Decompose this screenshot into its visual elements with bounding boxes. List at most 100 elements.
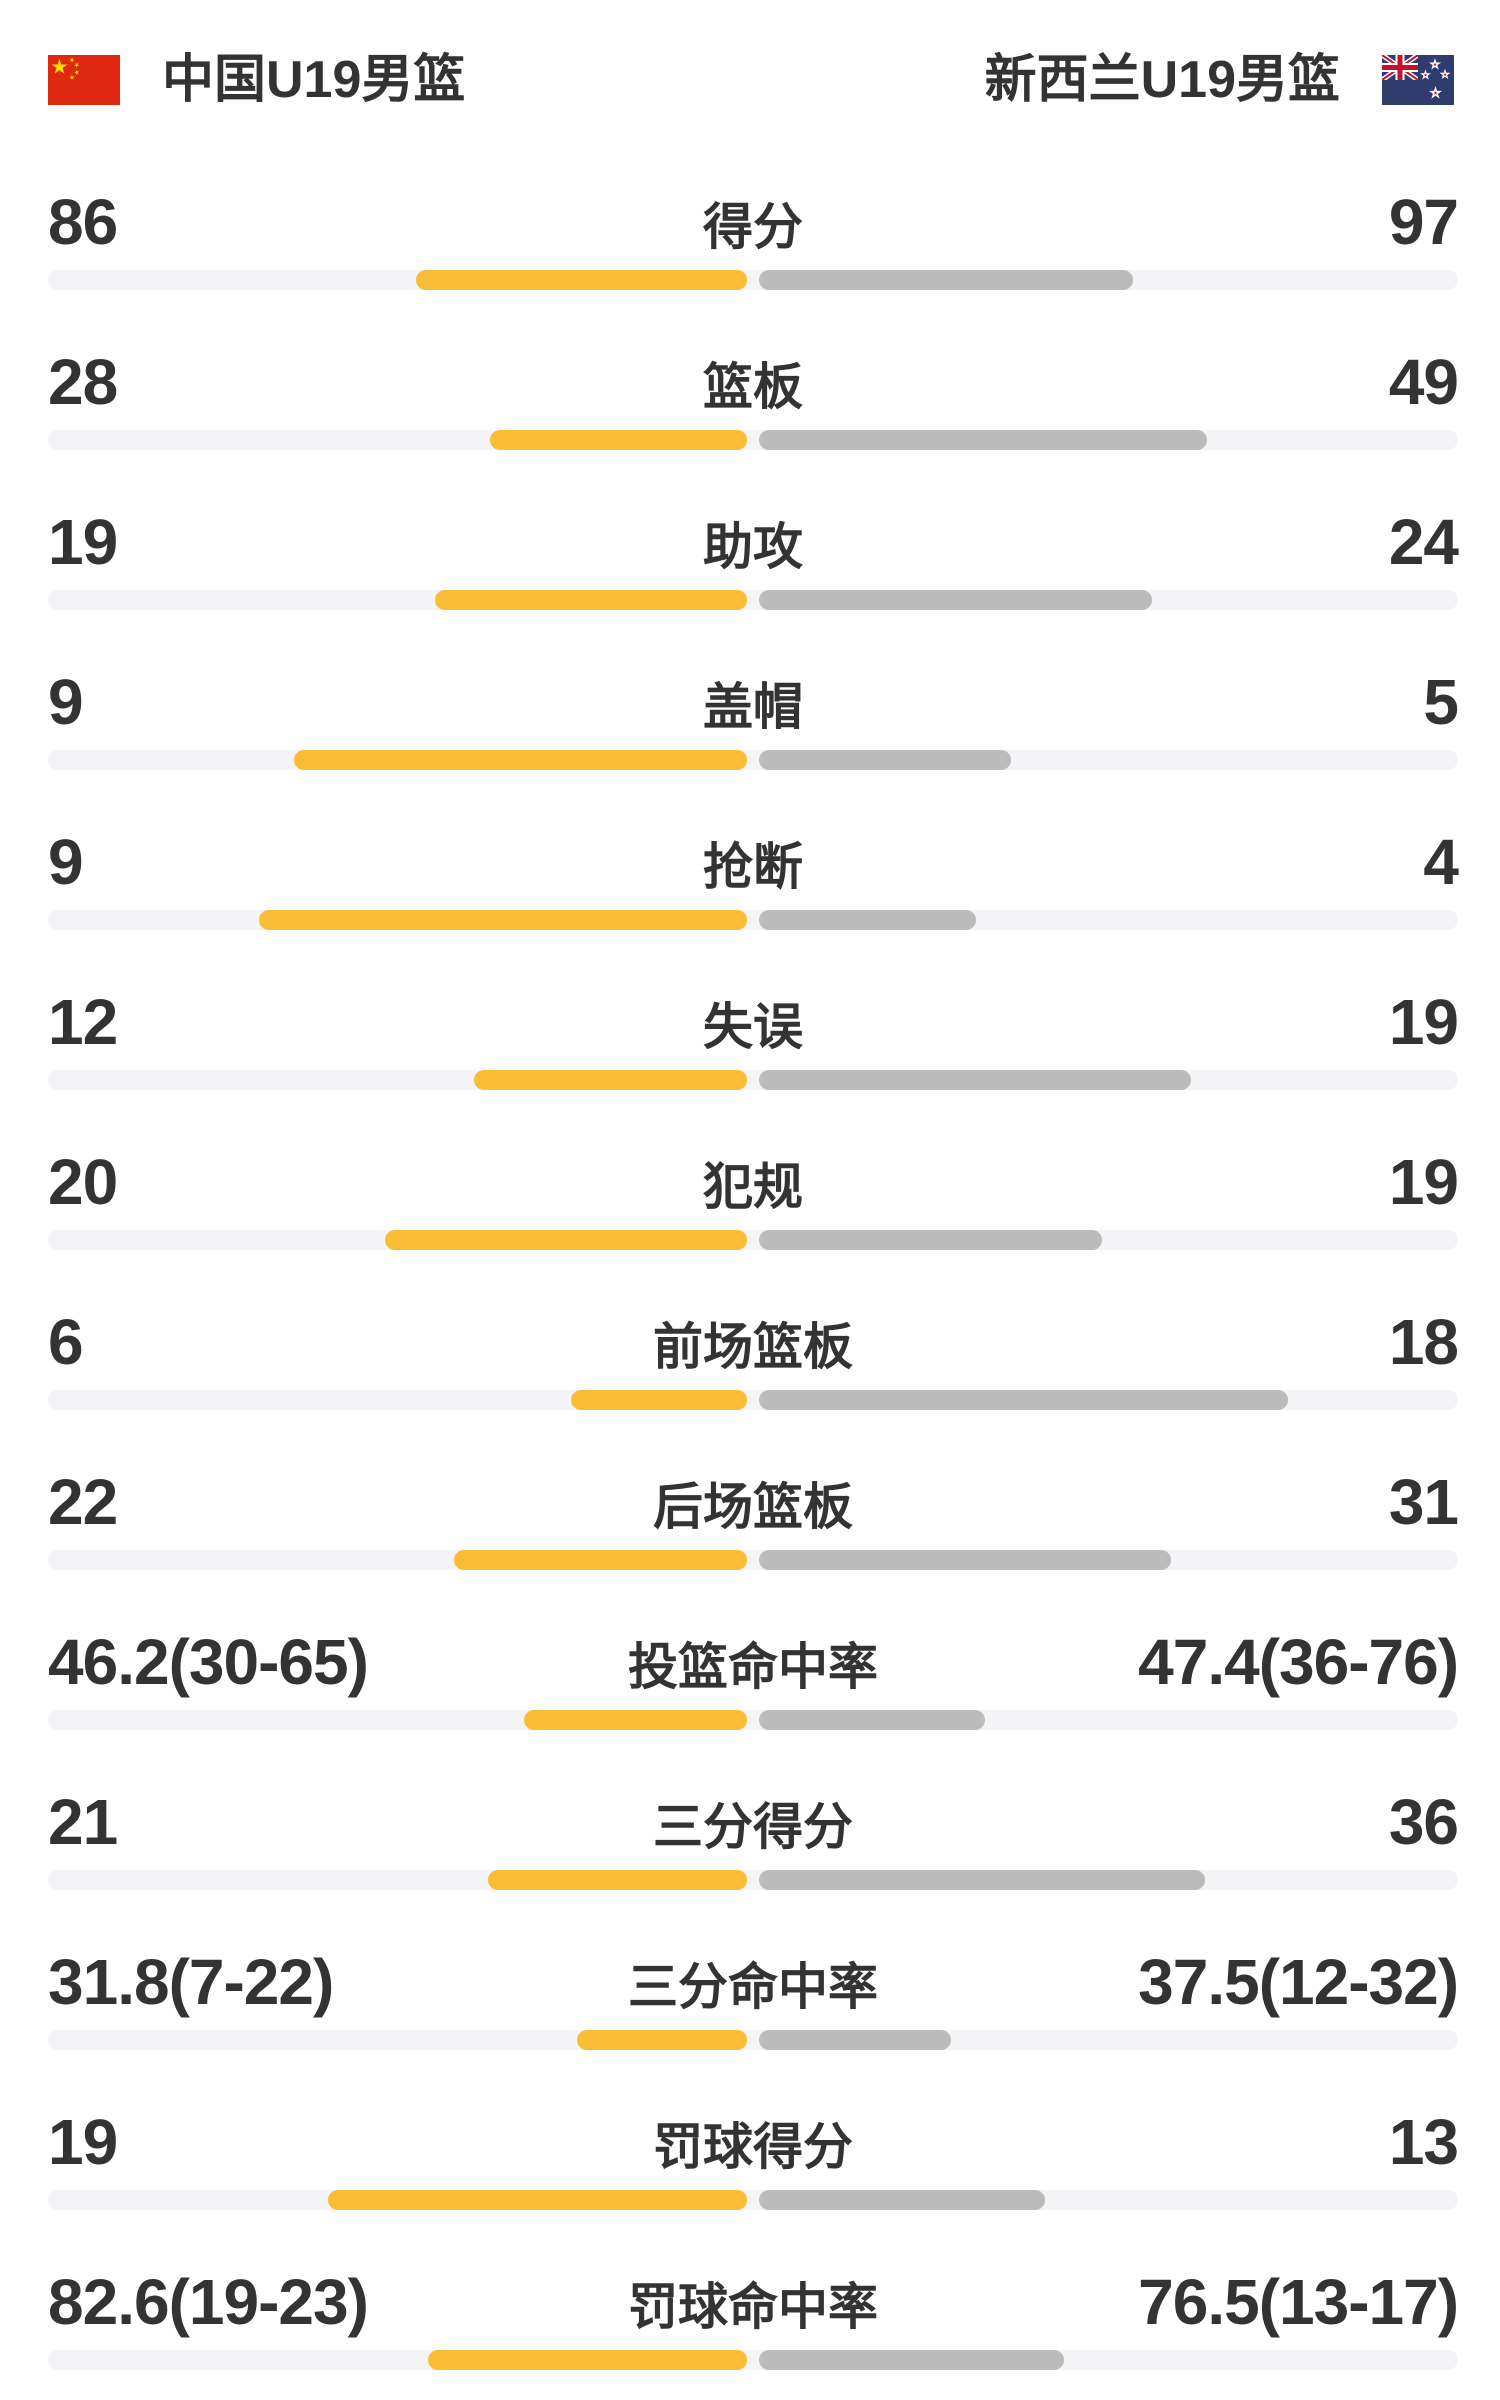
stat-label: 篮板 bbox=[703, 359, 803, 415]
stat-label: 罚球得分 bbox=[653, 2119, 853, 2175]
home-value: 6 bbox=[48, 1306, 84, 1378]
home-value: 21 bbox=[48, 1786, 118, 1858]
stat-bar-track bbox=[48, 1230, 1458, 1250]
stat-values-line: 46.2(30-65) 投篮命中率 47.4(36-76) bbox=[48, 1626, 1459, 1698]
stat-bar-track bbox=[48, 1390, 1458, 1410]
home-value: 20 bbox=[48, 1146, 118, 1218]
away-bar bbox=[759, 750, 1011, 770]
away-team: 新西兰U19男篮 bbox=[984, 51, 1454, 109]
home-value: 19 bbox=[48, 2106, 118, 2178]
away-value: 5 bbox=[1423, 666, 1459, 738]
home-bar bbox=[385, 1230, 747, 1250]
home-value: 31.8(7-22) bbox=[48, 1946, 334, 2018]
home-bar bbox=[490, 430, 747, 450]
home-bar bbox=[577, 2030, 747, 2050]
away-value: 31 bbox=[1388, 1466, 1459, 1538]
away-team-name: 新西兰U19男篮 bbox=[984, 51, 1340, 109]
away-bar bbox=[759, 2350, 1065, 2370]
home-value: 9 bbox=[48, 666, 84, 738]
stat-bar-track bbox=[48, 750, 1458, 770]
stat-bar-track bbox=[48, 1550, 1458, 1570]
stat-values-line: 9 盖帽 5 bbox=[48, 666, 1459, 738]
away-value: 47.4(36-76) bbox=[1138, 1626, 1459, 1698]
stat-bar-track bbox=[48, 2190, 1458, 2210]
stat-row: 19 助攻 24 bbox=[0, 500, 1500, 660]
away-bar bbox=[759, 430, 1208, 450]
stat-row: 86 得分 97 bbox=[0, 180, 1500, 340]
home-bar bbox=[570, 1390, 747, 1410]
stat-values-line: 20 犯规 19 bbox=[48, 1146, 1459, 1218]
away-bar bbox=[759, 1550, 1172, 1570]
stat-bar-track bbox=[48, 1870, 1458, 1890]
home-bar bbox=[454, 1550, 747, 1570]
away-value: 24 bbox=[1388, 506, 1459, 578]
away-bar bbox=[759, 910, 977, 930]
stat-row: 82.6(19-23) 罚球命中率 76.5(13-17) bbox=[0, 2260, 1500, 2400]
stat-bar-track bbox=[48, 910, 1458, 930]
stat-label: 盖帽 bbox=[703, 679, 803, 735]
stat-row: 6 前场篮板 18 bbox=[0, 1300, 1500, 1460]
home-team-name: 中国U19男篮 bbox=[162, 51, 466, 109]
stat-values-line: 6 前场篮板 18 bbox=[48, 1306, 1459, 1378]
stat-values-line: 9 抢断 4 bbox=[48, 826, 1459, 898]
home-bar bbox=[524, 1710, 747, 1730]
stat-bar-track bbox=[48, 270, 1458, 290]
stat-label: 抢断 bbox=[703, 839, 803, 895]
stat-values-line: 21 三分得分 36 bbox=[48, 1786, 1459, 1858]
home-bar bbox=[428, 2350, 747, 2370]
home-bar bbox=[487, 1870, 747, 1890]
stat-label: 失误 bbox=[703, 999, 803, 1055]
home-bar bbox=[415, 270, 747, 290]
home-bar bbox=[259, 910, 747, 930]
home-bar bbox=[293, 750, 747, 770]
away-bar bbox=[759, 1870, 1205, 1890]
stat-values-line: 82.6(19-23) 罚球命中率 76.5(13-17) bbox=[48, 2266, 1459, 2338]
stat-label: 投篮命中率 bbox=[628, 1639, 878, 1695]
stat-values-line: 12 失误 19 bbox=[48, 986, 1459, 1058]
home-bar bbox=[474, 1070, 747, 1090]
stat-bar-track bbox=[48, 2030, 1458, 2050]
stat-values-line: 22 后场篮板 31 bbox=[48, 1466, 1459, 1538]
away-value: 19 bbox=[1388, 1146, 1459, 1218]
stat-row: 22 后场篮板 31 bbox=[0, 1460, 1500, 1620]
stat-bar-track bbox=[48, 2350, 1458, 2370]
stat-label: 助攻 bbox=[703, 519, 803, 575]
away-bar bbox=[759, 1710, 986, 1730]
home-value: 82.6(19-23) bbox=[48, 2266, 369, 2338]
home-value: 12 bbox=[48, 986, 118, 1058]
away-bar bbox=[759, 2030, 952, 2050]
stat-values-line: 86 得分 97 bbox=[48, 186, 1459, 258]
home-value: 86 bbox=[48, 186, 118, 258]
away-bar bbox=[759, 270, 1133, 290]
stat-values-line: 31.8(7-22) 三分命中率 37.5(12-32) bbox=[48, 1946, 1459, 2018]
away-value: 19 bbox=[1388, 986, 1459, 1058]
stat-row: 31.8(7-22) 三分命中率 37.5(12-32) bbox=[0, 1940, 1500, 2100]
stat-row: 46.2(30-65) 投篮命中率 47.4(36-76) bbox=[0, 1620, 1500, 1780]
stat-label: 三分得分 bbox=[653, 1799, 853, 1855]
away-value: 18 bbox=[1388, 1306, 1459, 1378]
stat-row: 20 犯规 19 bbox=[0, 1140, 1500, 1300]
stat-label: 后场篮板 bbox=[653, 1479, 853, 1535]
stat-label: 三分命中率 bbox=[628, 1959, 878, 2015]
stat-bar-track bbox=[48, 430, 1458, 450]
stat-bar-track bbox=[48, 1710, 1458, 1730]
stat-label: 前场篮板 bbox=[653, 1319, 853, 1375]
away-value: 37.5(12-32) bbox=[1138, 1946, 1459, 2018]
home-bar bbox=[435, 590, 747, 610]
away-value: 49 bbox=[1388, 346, 1459, 418]
stat-values-line: 19 助攻 24 bbox=[48, 506, 1459, 578]
home-value: 28 bbox=[48, 346, 118, 418]
match-header: 中国U19男篮 新西兰U19男篮 bbox=[0, 0, 1500, 180]
away-bar bbox=[759, 1070, 1192, 1090]
stat-label: 罚球命中率 bbox=[628, 2279, 878, 2335]
stat-bar-track bbox=[48, 590, 1458, 610]
away-bar bbox=[759, 1390, 1288, 1410]
home-team: 中国U19男篮 bbox=[48, 51, 466, 109]
home-value: 9 bbox=[48, 826, 84, 898]
away-value: 97 bbox=[1388, 186, 1459, 258]
away-bar bbox=[759, 590, 1153, 610]
stat-values-line: 28 篮板 49 bbox=[48, 346, 1459, 418]
stat-label: 犯规 bbox=[703, 1159, 803, 1215]
stat-row: 21 三分得分 36 bbox=[0, 1780, 1500, 1940]
